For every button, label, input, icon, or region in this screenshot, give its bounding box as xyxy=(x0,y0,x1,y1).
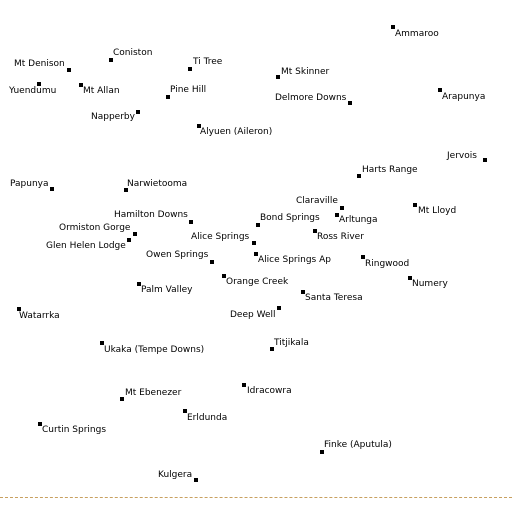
location-marker-icon xyxy=(254,252,258,256)
location-marker-icon xyxy=(37,82,41,86)
location-marker-icon xyxy=(67,68,71,72)
place-label: Alice Springs Ap xyxy=(258,255,331,265)
place-label: Alyuen (Aileron) xyxy=(200,127,273,137)
place-label: Ammaroo xyxy=(395,29,439,39)
location-marker-icon xyxy=(79,83,83,87)
location-marker-icon xyxy=(189,220,193,224)
place-label: Mt Lloyd xyxy=(418,206,457,216)
location-marker-icon xyxy=(361,255,365,259)
location-marker-icon xyxy=(256,223,260,227)
place-label: Ukaka (Tempe Downs) xyxy=(104,345,205,355)
location-marker-icon xyxy=(109,58,113,62)
location-marker-icon xyxy=(136,110,140,114)
place-label: Alice Springs xyxy=(191,232,250,242)
place-label: Erldunda xyxy=(187,413,228,423)
location-marker-icon xyxy=(277,306,281,310)
place-label: Orange Creek xyxy=(226,277,289,287)
location-marker-icon xyxy=(17,307,21,311)
place-label: Ross River xyxy=(317,232,364,242)
place-label: Delmore Downs xyxy=(275,93,347,103)
place-label: Ringwood xyxy=(365,259,410,269)
place-label: Arltunga xyxy=(339,215,378,225)
place-label: Owen Springs xyxy=(146,250,209,260)
location-marker-icon xyxy=(348,101,352,105)
place-label: Curtin Springs xyxy=(42,425,107,435)
place-label: Palm Valley xyxy=(141,285,193,295)
location-marker-icon xyxy=(335,213,339,217)
place-label: Harts Range xyxy=(362,165,418,175)
place-label: Bond Springs xyxy=(260,213,320,223)
location-marker-icon xyxy=(183,409,187,413)
location-marker-icon xyxy=(276,75,280,79)
location-marker-icon xyxy=(270,347,274,351)
place-label: Ti Tree xyxy=(193,57,223,67)
place-label: Mt Skinner xyxy=(281,67,330,77)
place-label: Mt Denison xyxy=(14,59,65,69)
place-label: Kulgera xyxy=(158,470,193,480)
place-label: Claraville xyxy=(296,196,338,206)
place-label: Santa Teresa xyxy=(305,293,363,303)
location-marker-icon xyxy=(127,238,131,242)
place-label: Idracowra xyxy=(247,386,292,396)
location-marker-icon xyxy=(357,174,361,178)
location-marker-icon xyxy=(222,274,226,278)
state-boundary-line xyxy=(0,497,512,498)
location-marker-icon xyxy=(438,88,442,92)
location-marker-icon xyxy=(38,422,42,426)
location-marker-icon xyxy=(391,25,395,29)
place-label: Napperby xyxy=(91,112,135,122)
location-marker-icon xyxy=(100,341,104,345)
place-label: Pine Hill xyxy=(170,85,207,95)
location-marker-icon xyxy=(320,450,324,454)
place-label: Jervois xyxy=(447,151,477,161)
location-marker-icon xyxy=(340,206,344,210)
place-label: Glen Helen Lodge xyxy=(46,241,126,251)
place-label: Yuendumu xyxy=(9,86,57,96)
location-marker-icon xyxy=(194,478,198,482)
place-label: Ormiston Gorge xyxy=(59,223,131,233)
location-marker-icon xyxy=(166,95,170,99)
place-label: Arapunya xyxy=(442,92,486,102)
place-label: Narwietooma xyxy=(127,179,188,189)
place-label: Numery xyxy=(412,279,448,289)
location-marker-icon xyxy=(133,232,137,236)
place-label: Deep Well xyxy=(230,310,276,320)
location-marker-icon xyxy=(124,188,128,192)
place-label: Mt Allan xyxy=(83,86,120,96)
location-marker-icon xyxy=(242,383,246,387)
place-label: Watarrka xyxy=(19,311,60,321)
location-marker-icon xyxy=(483,158,487,162)
location-marker-icon xyxy=(252,241,256,245)
location-marker-icon xyxy=(50,187,54,191)
location-marker-icon xyxy=(313,229,317,233)
location-marker-icon xyxy=(188,67,192,71)
location-marker-icon xyxy=(120,397,124,401)
location-marker-icon xyxy=(210,260,214,264)
place-label: Coniston xyxy=(113,48,153,58)
location-marker-icon xyxy=(197,124,201,128)
place-label: Mt Ebenezer xyxy=(125,388,182,398)
location-marker-icon xyxy=(301,290,305,294)
place-label: Finke (Aputula) xyxy=(324,440,392,450)
location-marker-icon xyxy=(408,276,412,280)
place-label: Hamilton Downs xyxy=(114,210,188,220)
location-marker-icon xyxy=(413,203,417,207)
place-label: Titjikala xyxy=(274,338,309,348)
location-marker-icon xyxy=(137,282,141,286)
place-label: Papunya xyxy=(10,179,49,189)
